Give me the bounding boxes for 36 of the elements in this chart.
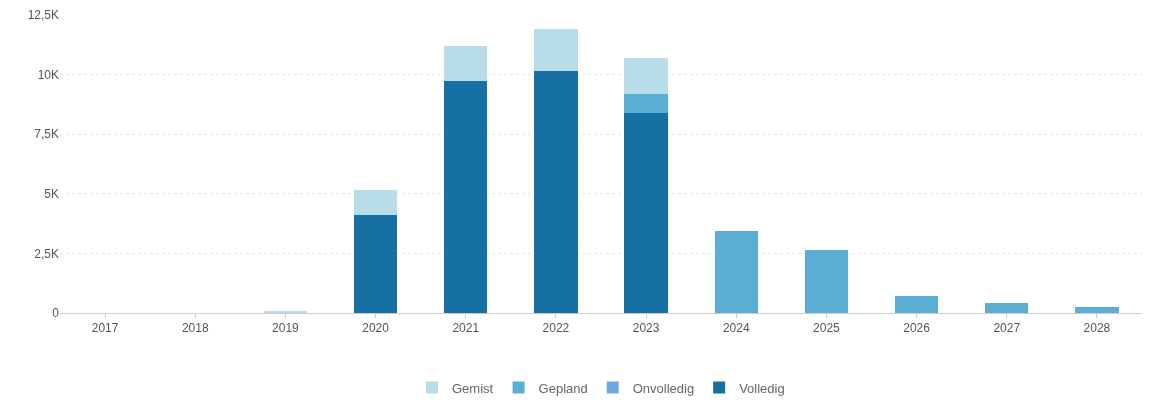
- bar: [353, 189, 398, 216]
- legend-label: Onvolledig: [632, 380, 695, 396]
- x-tick-label: 2020: [362, 321, 390, 336]
- bar: [444, 80, 488, 313]
- x-tick-label: 2028: [1083, 321, 1111, 336]
- x-tick-label: 2025: [813, 321, 841, 336]
- legend-label: Volledig: [739, 380, 785, 396]
- x-tick-label: 2027: [993, 321, 1021, 336]
- bar: [444, 45, 488, 81]
- bar: [1075, 307, 1119, 313]
- x-tick-label: 2024: [722, 321, 750, 336]
- x-tick-label: 2019: [272, 321, 300, 336]
- bar: [624, 112, 668, 313]
- y-tick-label: 10K: [37, 67, 59, 82]
- bar: [804, 249, 849, 313]
- x-tick-label: 2026: [903, 321, 931, 336]
- bar: [534, 71, 578, 313]
- y-tick-label: 2,5K: [34, 246, 59, 261]
- bar: [353, 215, 398, 313]
- bar: [985, 303, 1029, 313]
- y-tick-label: 7,5K: [34, 127, 59, 142]
- bar: [534, 29, 578, 72]
- x-tick-label: 2023: [632, 321, 660, 336]
- legend-label: Gemist: [452, 380, 494, 396]
- bar: [894, 296, 939, 313]
- legend-label: Gepland: [538, 380, 588, 396]
- bar: [714, 230, 758, 313]
- bar: [624, 57, 668, 94]
- y-tick-label: 12,5K: [27, 8, 59, 23]
- y-tick-label: 0: [52, 306, 60, 321]
- x-tick-label: 2017: [91, 321, 119, 336]
- x-tick-label: 2021: [452, 321, 480, 336]
- y-tick-label: 5K: [44, 187, 59, 201]
- x-tick-label: 2018: [181, 321, 209, 336]
- x-tick-label: 2022: [542, 321, 570, 336]
- bar: [624, 93, 668, 113]
